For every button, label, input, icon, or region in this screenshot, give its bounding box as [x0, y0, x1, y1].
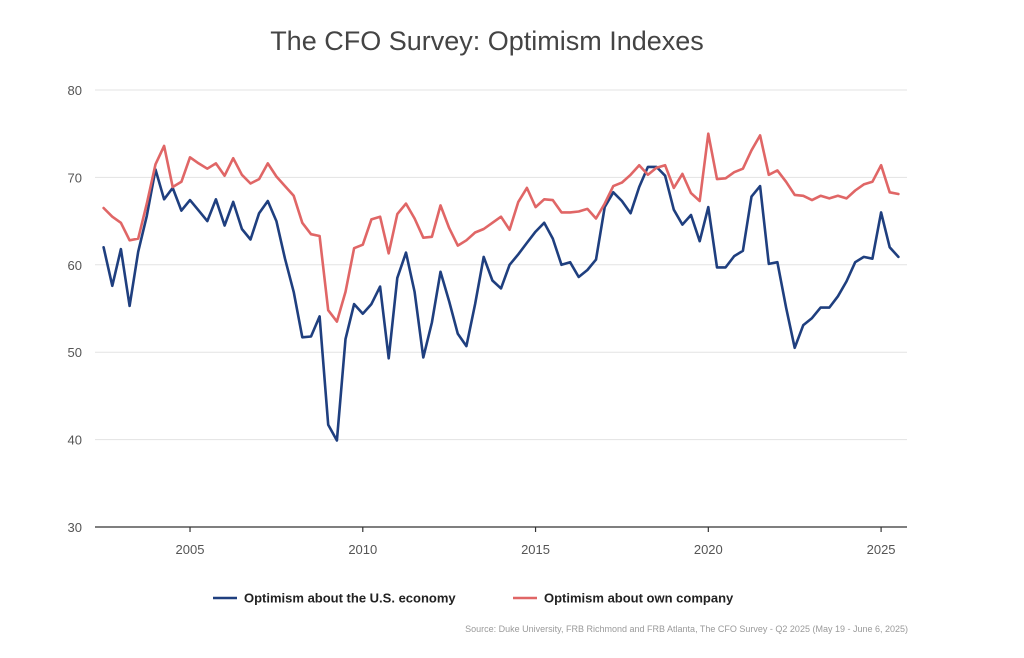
x-tick-label: 2015: [521, 542, 550, 557]
gridlines: [95, 89, 907, 441]
x-axis: [95, 526, 907, 532]
x-tick-label: 2020: [694, 542, 723, 557]
chart-title: The CFO Survey: Optimism Indexes: [270, 26, 704, 56]
legend-label: Optimism about the U.S. economy: [244, 591, 456, 606]
y-tick-label: 80: [68, 83, 82, 98]
series-lines: [102, 132, 900, 442]
x-tick-label: 2010: [348, 542, 377, 557]
x-tick-label: 2025: [867, 542, 896, 557]
y-tick-label: 30: [68, 520, 82, 535]
series-line-own-company: [102, 132, 900, 323]
y-tick-label: 60: [68, 258, 82, 273]
y-axis-tick-labels: 30 40 50 60 70 80: [68, 83, 82, 535]
y-tick-label: 50: [68, 345, 82, 360]
series-line-us-economy: [102, 165, 900, 442]
legend-label: Optimism about own company: [544, 591, 734, 606]
y-tick-label: 40: [68, 433, 82, 448]
y-tick-label: 70: [68, 170, 82, 185]
source-note: Source: Duke University, FRB Richmond an…: [465, 624, 908, 634]
x-tick-label: 2005: [176, 542, 205, 557]
x-axis-tick-labels: 2005 2010 2015 2020 2025: [176, 542, 896, 557]
legend: Optimism about the U.S. economy Optimism …: [213, 591, 734, 606]
